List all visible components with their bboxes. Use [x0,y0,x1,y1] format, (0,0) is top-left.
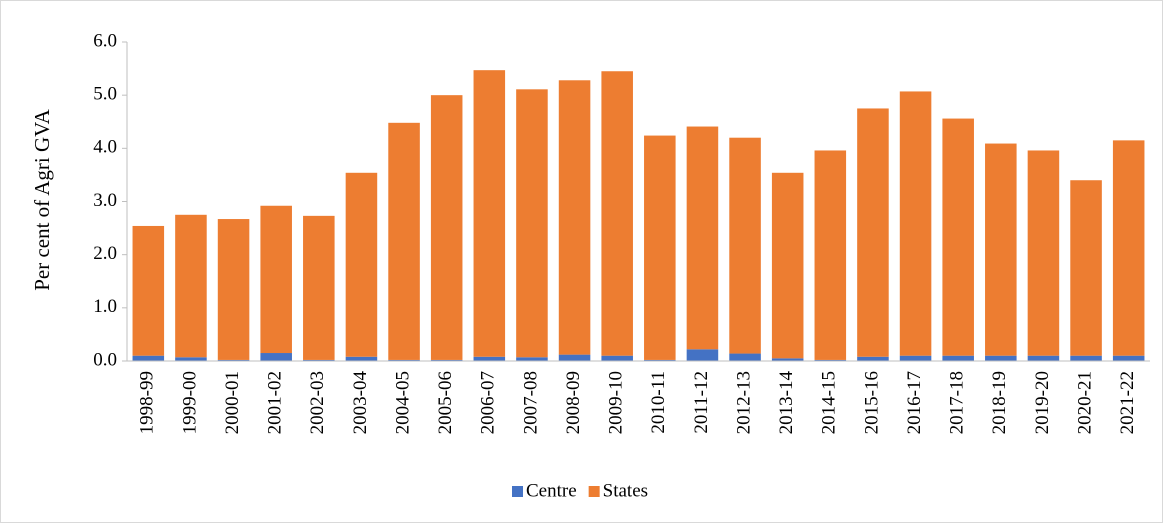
bar-segment [430,359,463,361]
x-tick-label: 2020-21 [1074,371,1095,434]
bar-segment [430,95,463,360]
bar-segment [388,359,420,361]
y-tick-label: 0.0 [93,349,117,370]
y-tick-label: 6.0 [93,30,117,51]
bar-segment [644,135,676,360]
bar-segment [303,215,335,360]
bar-segment [686,349,719,361]
bar-segment [771,172,804,359]
bar-segment [1112,140,1145,356]
y-axis-label: Per cent of Agri GVA [30,108,54,290]
legend-swatch [512,486,523,497]
bar-segment [473,356,506,361]
bar-segment [1027,150,1060,356]
legend-label: States [603,480,648,501]
bar-segment [516,89,548,358]
x-tick-label: 2005-06 [435,371,456,434]
x-tick-label: 2008-09 [563,371,584,434]
bar-segment [345,356,378,361]
bar-segment [1112,355,1145,361]
bar-segment [1027,355,1060,361]
x-tick-label: 2007-08 [520,371,541,434]
bar-segment [942,355,974,361]
x-tick-label: 2013-14 [776,371,797,435]
y-tick-label: 4.0 [93,137,117,158]
x-tick-label: 2015-16 [861,371,882,434]
bar-segment [644,359,676,361]
bar-segment [942,118,974,356]
x-tick-label: 2021-22 [1117,371,1138,434]
bar-segment [729,353,761,361]
bar-segment [899,91,932,356]
bar-segment [1070,180,1102,356]
x-tick-label: 2019-20 [1032,371,1053,434]
bar-segment [814,359,847,361]
bar-segment [729,137,761,354]
bar-segment [217,359,250,361]
x-tick-label: 2004-05 [392,371,413,434]
bar-segment [771,358,804,361]
bar-segment [558,354,591,361]
y-tick-label: 5.0 [93,84,117,105]
bar-segment [132,355,165,361]
bar-segment [899,355,932,361]
bar-segment [132,225,165,356]
x-tick-label: 1998-99 [137,371,158,434]
x-tick-label: 2011-12 [691,371,712,434]
bar-segment [686,126,719,350]
y-tick-label: 2.0 [93,243,117,264]
bar-segment [217,219,250,360]
x-tick-label: 2009-10 [606,371,627,434]
bar-segment [175,214,207,358]
bar-segment [388,122,420,360]
bar-segment [345,172,378,357]
bar-segment [558,80,591,355]
x-tick-label: 2003-04 [350,371,371,435]
x-tick-label: 2010-11 [648,371,669,434]
bar-segment [516,357,548,361]
x-tick-label: 1999-00 [179,371,200,434]
x-tick-label: 2001-02 [265,371,286,434]
bar-segment [814,150,847,360]
bar-segment [303,359,335,361]
x-tick-label: 2018-19 [989,371,1010,434]
bar-segment [601,355,633,361]
x-tick-label: 2002-03 [307,371,328,434]
legend-label: Centre [526,480,577,501]
bar-segment [857,356,889,361]
x-tick-label: 2006-07 [478,371,499,434]
x-tick-label: 2016-17 [904,371,925,434]
bar-segment [260,353,292,361]
bar-segment [473,70,506,357]
x-tick-label: 2012-13 [733,371,754,434]
bar-segment [601,71,633,356]
y-tick-label: 1.0 [93,296,117,317]
x-tick-label: 2014-15 [819,371,840,434]
legend-swatch [588,486,600,497]
bar-segment [985,143,1017,356]
x-tick-label: 2000-01 [222,371,243,434]
bar-segment [260,205,292,354]
y-tick-label: 3.0 [93,190,117,211]
bar-segment [1070,355,1102,361]
x-tick-label: 2017-18 [947,371,968,434]
bar-segment [985,355,1017,361]
bar-segment [857,108,889,357]
bar-segment [175,357,207,361]
